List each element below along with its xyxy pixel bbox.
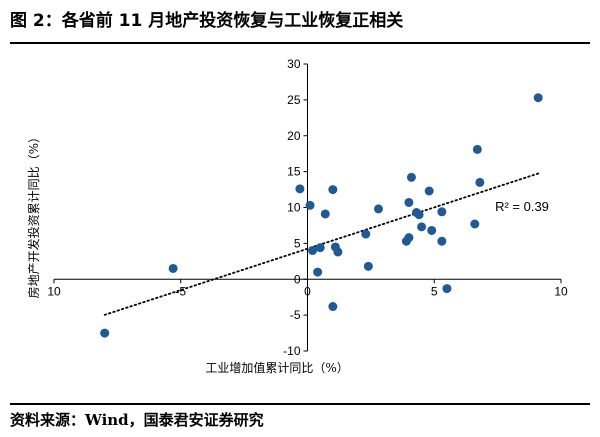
data-point	[315, 243, 325, 253]
trendline-layer	[103, 172, 540, 316]
y-tick-label: 25	[287, 93, 301, 107]
x-tick-label: 10	[554, 284, 568, 298]
x-tick-label: 0	[304, 284, 311, 298]
data-point	[414, 210, 424, 220]
y-tick-label: 0	[294, 272, 301, 286]
data-point	[168, 263, 178, 273]
data-point	[373, 204, 383, 214]
data-point	[406, 172, 416, 182]
data-point	[295, 184, 305, 194]
title-divider	[10, 42, 590, 44]
data-points	[100, 93, 543, 338]
data-point	[424, 186, 434, 196]
data-point	[470, 219, 480, 229]
x-axis-label: 工业增加值累计同比（%）	[205, 360, 348, 375]
data-point	[404, 233, 414, 243]
y-tick-label: -10	[283, 344, 301, 358]
data-point	[361, 229, 371, 239]
data-point	[305, 200, 315, 210]
data-point	[333, 247, 343, 257]
data-point	[404, 197, 414, 207]
data-point	[363, 261, 373, 271]
data-point	[437, 207, 447, 217]
footer-divider	[10, 403, 590, 405]
data-point	[437, 236, 447, 246]
y-tick-label: 5	[294, 236, 301, 250]
y-tick-label: 30	[287, 57, 301, 71]
data-point	[328, 302, 338, 312]
figure-title: 图 2：各省前 11 月地产投资恢复与工业恢复正相关	[10, 11, 404, 31]
x-tick-label: 5	[431, 284, 438, 298]
data-point	[313, 267, 323, 277]
data-point	[427, 225, 437, 235]
r-squared-annotation: R² = 0.39	[495, 199, 549, 214]
data-point	[320, 209, 330, 219]
data-point	[328, 185, 338, 195]
y-axis-label: 房地产开发投资累计同比（%）	[26, 131, 41, 298]
data-point	[475, 177, 485, 187]
data-point	[100, 328, 110, 338]
x-tick-label: -5	[175, 284, 186, 298]
y-tick-label: -5	[290, 308, 301, 322]
x-tick-label: 10	[47, 284, 61, 298]
data-point	[472, 144, 482, 154]
y-tick-label: 10	[287, 201, 301, 215]
data-point	[442, 284, 452, 294]
y-tick-label: 15	[287, 165, 301, 179]
data-point	[533, 93, 543, 103]
source-note: 资料来源：Wind，国泰君安证券研究	[10, 411, 264, 429]
trendline	[103, 172, 540, 316]
data-point	[308, 246, 318, 256]
y-tick-label: 20	[287, 129, 301, 143]
data-point	[417, 222, 427, 232]
